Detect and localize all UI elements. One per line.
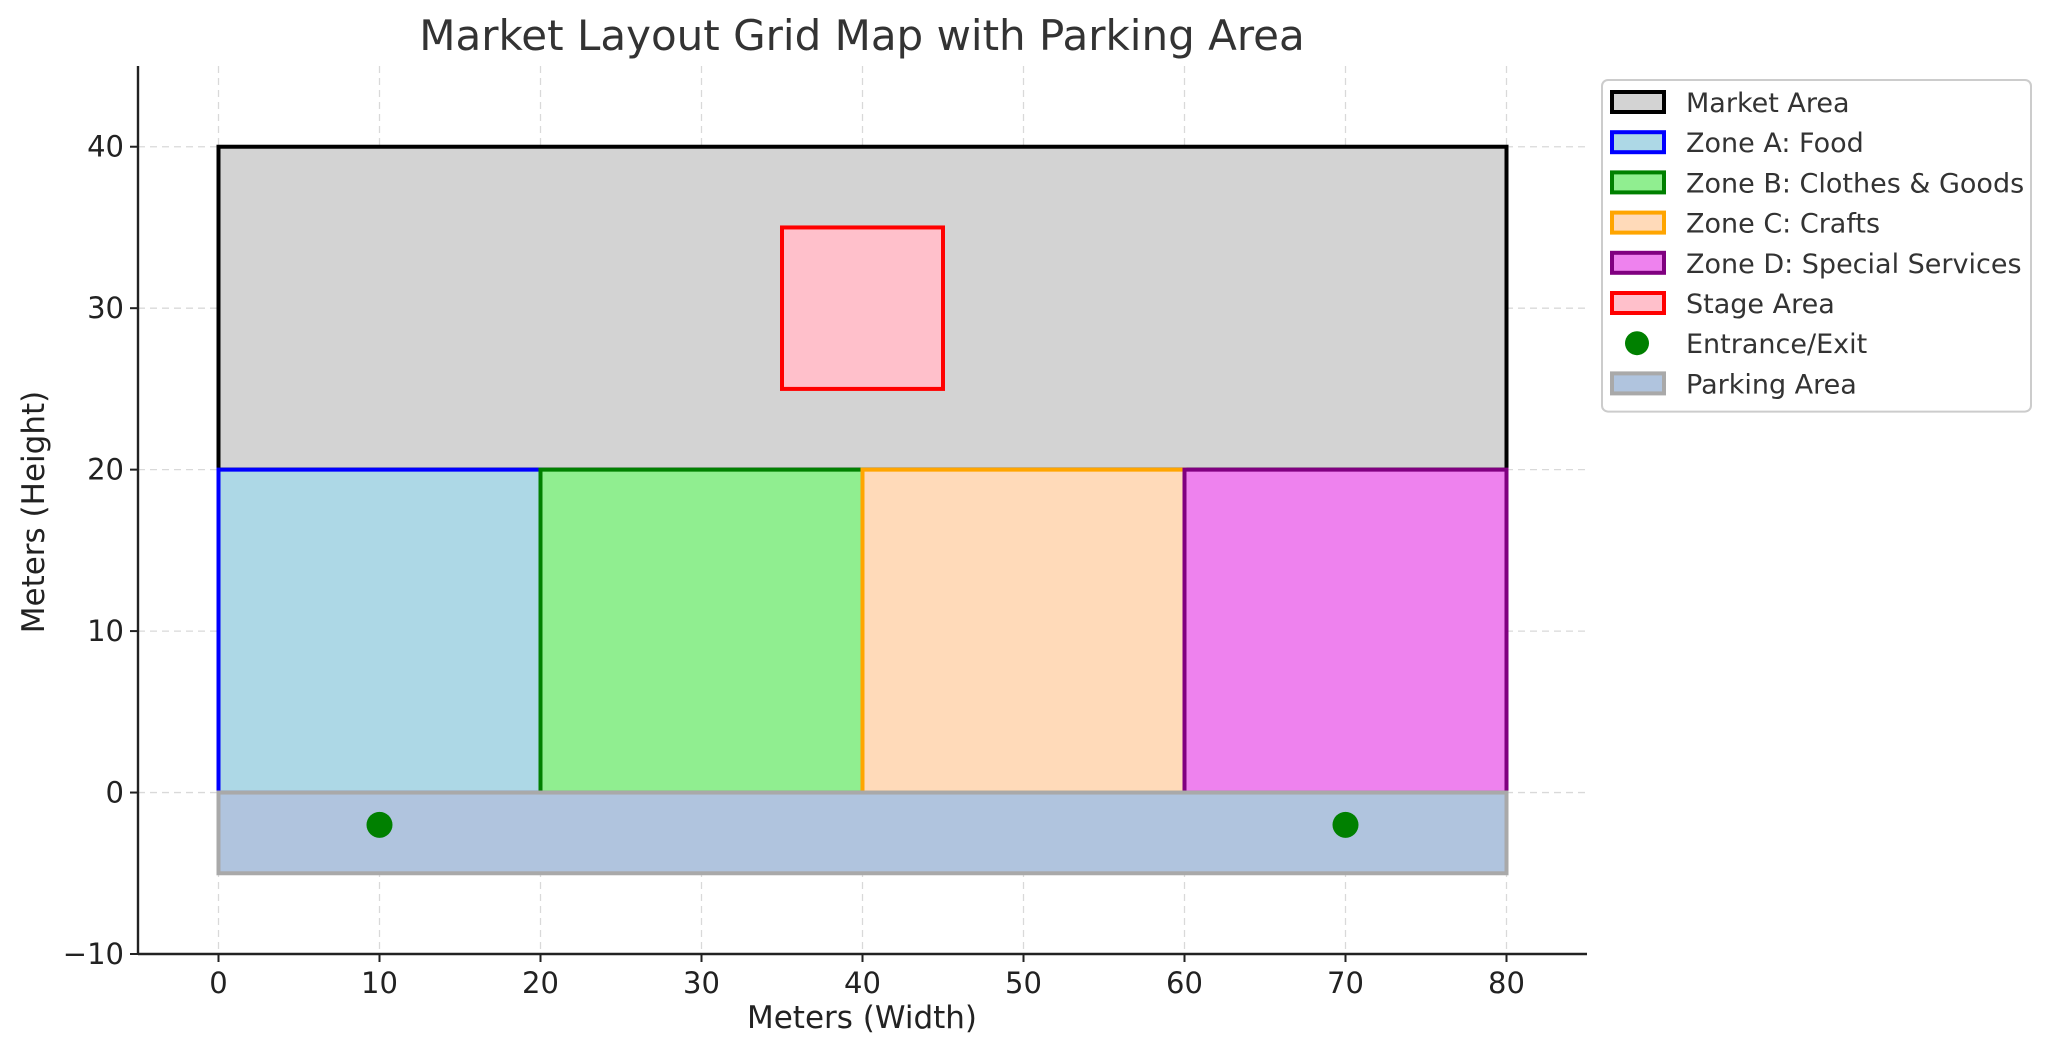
x-tick-label-50: 50 [1005,966,1042,1000]
legend-stage-area-swatch [1610,291,1666,315]
region-stage-area [780,225,945,391]
chart-title: Market Layout Grid Map with Parking Area [419,11,1305,60]
x-tick-label-30: 30 [683,966,720,1000]
y-tick-label-30: 30 [87,291,124,325]
x-ticks: 0 10 20 30 40 50 60 70 80 [209,954,1525,1000]
y-tick-label-40: 40 [87,130,124,164]
region-zone-d-special-services [1182,467,1509,795]
region-parking-area [216,790,1509,876]
legend-zone-d-special-services-swatch [1610,250,1666,275]
legend-entrance-exit-marker [1625,331,1649,356]
legend: Market Area Zone A: Food Zone B: Clothes &… [1601,79,2032,413]
entrance-points [366,811,1359,838]
entrance-exit-point-1 [366,811,393,838]
y-tick-label--10: −10 [63,937,124,971]
x-tick-label-20: 20 [522,966,559,1000]
regions [216,144,1509,876]
entrance-exit-point-2 [1332,811,1359,838]
x-tick-label-60: 60 [1166,966,1203,1000]
legend-market-area-label: Market Area [1686,88,1850,119]
legend-entrance-exit-label: Entrance/Exit [1686,329,1867,360]
region-zone-a-food [216,467,543,795]
y-tick-label-20: 20 [87,453,124,487]
x-tick-label-80: 80 [1488,966,1525,1000]
legend-box [1601,79,2032,413]
x-tick-label-70: 70 [1327,966,1364,1000]
legend-stage-area-label: Stage Area [1686,289,1835,320]
x-axis-label: Meters (Width) [747,1000,977,1036]
x-tick-label-10: 10 [361,966,398,1000]
legend-zone-b-clothes-goods-label: Zone B: Clothes & Goods [1686,168,2024,199]
legend-zone-c-crafts-swatch [1610,210,1666,235]
legend-parking-area-swatch [1610,371,1666,396]
region-zone-c-crafts [860,467,1187,795]
legend-zone-a-food-label: Zone A: Food [1686,128,1864,159]
legend-zone-b-clothes-goods-swatch [1610,170,1666,195]
x-tick-label-40: 40 [844,966,881,1000]
region-zone-b-clothes-goods [538,467,865,795]
y-tick-label-10: 10 [87,614,124,648]
legend-parking-area-label: Parking Area [1686,369,1857,400]
legend-market-area-swatch [1610,90,1666,114]
x-tick-label-0: 0 [209,966,227,1000]
y-tick-label-0: 0 [106,776,124,810]
legend-zone-d-special-services-label: Zone D: Special Services [1686,249,2022,280]
legend-zone-a-food-swatch [1610,130,1666,155]
y-axis-label: Meters (Height) [16,391,52,633]
y-ticks: −10 0 10 20 30 40 [63,130,138,971]
legend-zone-c-crafts-label: Zone C: Crafts [1686,209,1880,240]
